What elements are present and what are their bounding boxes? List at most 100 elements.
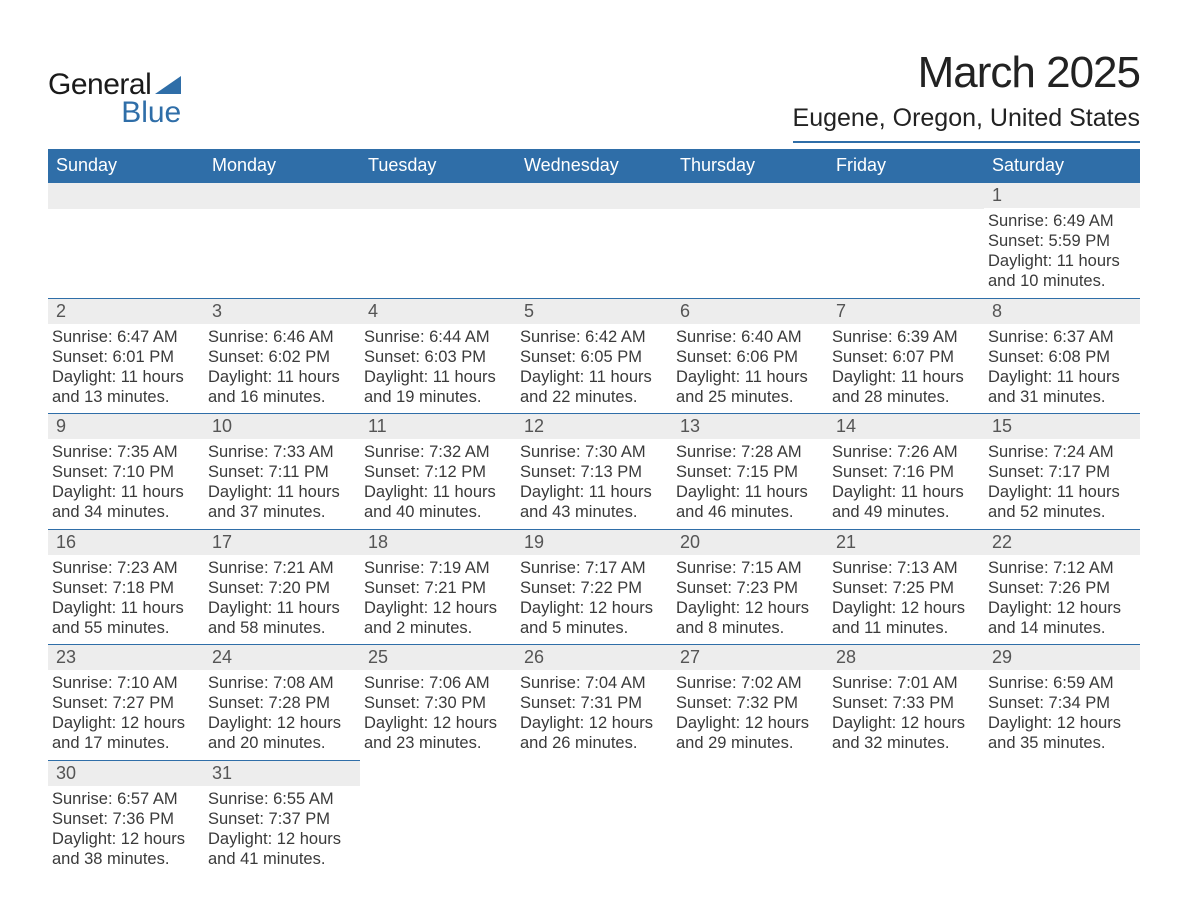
daylight-line: Daylight: 12 hours and 20 minutes. [208,713,360,753]
page-subtitle: Eugene, Oregon, United States [793,104,1140,143]
sunrise-line: Sunrise: 7:21 AM [208,558,360,578]
day-body: Sunrise: 7:35 AMSunset: 7:10 PMDaylight:… [48,439,204,529]
daylight-line: Daylight: 12 hours and 35 minutes. [988,713,1140,753]
day-body [672,209,828,269]
daylight-line: Daylight: 11 hours and 55 minutes. [52,598,204,638]
day-body: Sunrise: 7:30 AMSunset: 7:13 PMDaylight:… [516,439,672,529]
daylight-line: Daylight: 12 hours and 2 minutes. [364,598,516,638]
day-number: 15 [984,414,1140,439]
sunset-line: Sunset: 6:08 PM [988,347,1140,367]
day-body: Sunrise: 7:04 AMSunset: 7:31 PMDaylight:… [516,670,672,760]
day-body: Sunrise: 6:44 AMSunset: 6:03 PMDaylight:… [360,324,516,414]
day-body: Sunrise: 7:01 AMSunset: 7:33 PMDaylight:… [828,670,984,760]
daylight-line: Daylight: 12 hours and 32 minutes. [832,713,984,753]
day-number [204,183,360,209]
day-number [360,183,516,209]
day-body [48,209,204,269]
sunset-line: Sunset: 7:16 PM [832,462,984,482]
calendar-cell [516,183,672,299]
sunset-line: Sunset: 7:28 PM [208,693,360,713]
sunrise-line: Sunrise: 6:37 AM [988,327,1140,347]
day-body [984,786,1140,846]
calendar-cell: 8Sunrise: 6:37 AMSunset: 6:08 PMDaylight… [984,298,1140,414]
daylight-line: Daylight: 12 hours and 14 minutes. [988,598,1140,638]
day-number: 14 [828,414,984,439]
sunrise-line: Sunrise: 6:55 AM [208,789,360,809]
day-number: 31 [204,761,360,786]
daylight-line: Daylight: 11 hours and 19 minutes. [364,367,516,407]
daylight-line: Daylight: 11 hours and 46 minutes. [676,482,828,522]
daylight-line: Daylight: 12 hours and 26 minutes. [520,713,672,753]
sunrise-line: Sunrise: 7:35 AM [52,442,204,462]
day-number: 7 [828,299,984,324]
sunset-line: Sunset: 7:10 PM [52,462,204,482]
calendar-table: SundayMondayTuesdayWednesdayThursdayFrid… [48,149,1140,875]
sunrise-line: Sunrise: 7:02 AM [676,673,828,693]
sunset-line: Sunset: 7:12 PM [364,462,516,482]
sunrise-line: Sunrise: 6:44 AM [364,327,516,347]
day-number [516,183,672,209]
calendar-cell: 14Sunrise: 7:26 AMSunset: 7:16 PMDayligh… [828,414,984,530]
calendar-cell [672,183,828,299]
title-block: March 2025 Eugene, Oregon, United States [793,48,1140,143]
calendar-cell [360,183,516,299]
day-number [828,183,984,209]
calendar-cell [984,760,1140,875]
sunset-line: Sunset: 7:31 PM [520,693,672,713]
sunrise-line: Sunrise: 6:46 AM [208,327,360,347]
sunrise-line: Sunrise: 7:01 AM [832,673,984,693]
sunset-line: Sunset: 7:26 PM [988,578,1140,598]
sunset-line: Sunset: 7:22 PM [520,578,672,598]
sunrise-line: Sunrise: 6:39 AM [832,327,984,347]
calendar-cell: 24Sunrise: 7:08 AMSunset: 7:28 PMDayligh… [204,645,360,761]
day-number: 21 [828,530,984,555]
calendar-week-row: 30Sunrise: 6:57 AMSunset: 7:36 PMDayligh… [48,760,1140,875]
calendar-cell: 26Sunrise: 7:04 AMSunset: 7:31 PMDayligh… [516,645,672,761]
day-number: 13 [672,414,828,439]
sunrise-line: Sunrise: 6:57 AM [52,789,204,809]
day-body [828,786,984,846]
day-body: Sunrise: 6:37 AMSunset: 6:08 PMDaylight:… [984,324,1140,414]
calendar-cell: 10Sunrise: 7:33 AMSunset: 7:11 PMDayligh… [204,414,360,530]
day-number: 22 [984,530,1140,555]
day-body: Sunrise: 7:10 AMSunset: 7:27 PMDaylight:… [48,670,204,760]
day-number: 19 [516,530,672,555]
sunset-line: Sunset: 6:01 PM [52,347,204,367]
sunset-line: Sunset: 7:34 PM [988,693,1140,713]
day-number: 17 [204,530,360,555]
day-body [360,209,516,269]
day-body [672,786,828,846]
daylight-line: Daylight: 12 hours and 23 minutes. [364,713,516,753]
calendar-cell: 29Sunrise: 6:59 AMSunset: 7:34 PMDayligh… [984,645,1140,761]
sunrise-line: Sunrise: 6:40 AM [676,327,828,347]
sunset-line: Sunset: 6:07 PM [832,347,984,367]
daylight-line: Daylight: 11 hours and 22 minutes. [520,367,672,407]
sunrise-line: Sunrise: 7:26 AM [832,442,984,462]
day-number: 12 [516,414,672,439]
sunrise-line: Sunrise: 7:17 AM [520,558,672,578]
day-body: Sunrise: 6:55 AMSunset: 7:37 PMDaylight:… [204,786,360,876]
daylight-line: Daylight: 12 hours and 5 minutes. [520,598,672,638]
calendar-week-row: 16Sunrise: 7:23 AMSunset: 7:18 PMDayligh… [48,529,1140,645]
day-body: Sunrise: 7:26 AMSunset: 7:16 PMDaylight:… [828,439,984,529]
daylight-line: Daylight: 11 hours and 10 minutes. [988,251,1140,291]
sunset-line: Sunset: 7:27 PM [52,693,204,713]
calendar-cell [672,760,828,875]
day-body: Sunrise: 6:39 AMSunset: 6:07 PMDaylight:… [828,324,984,414]
daylight-line: Daylight: 12 hours and 38 minutes. [52,829,204,869]
day-number: 23 [48,645,204,670]
day-number: 10 [204,414,360,439]
weekday-header: Friday [828,149,984,183]
day-number: 1 [984,183,1140,208]
day-body: Sunrise: 7:13 AMSunset: 7:25 PMDaylight:… [828,555,984,645]
page-title: March 2025 [793,48,1140,98]
calendar-cell: 27Sunrise: 7:02 AMSunset: 7:32 PMDayligh… [672,645,828,761]
calendar-cell: 25Sunrise: 7:06 AMSunset: 7:30 PMDayligh… [360,645,516,761]
calendar-cell [48,183,204,299]
day-body: Sunrise: 7:08 AMSunset: 7:28 PMDaylight:… [204,670,360,760]
calendar-cell: 21Sunrise: 7:13 AMSunset: 7:25 PMDayligh… [828,529,984,645]
day-body: Sunrise: 6:47 AMSunset: 6:01 PMDaylight:… [48,324,204,414]
day-body: Sunrise: 6:40 AMSunset: 6:06 PMDaylight:… [672,324,828,414]
calendar-cell: 5Sunrise: 6:42 AMSunset: 6:05 PMDaylight… [516,298,672,414]
weekday-header: Thursday [672,149,828,183]
